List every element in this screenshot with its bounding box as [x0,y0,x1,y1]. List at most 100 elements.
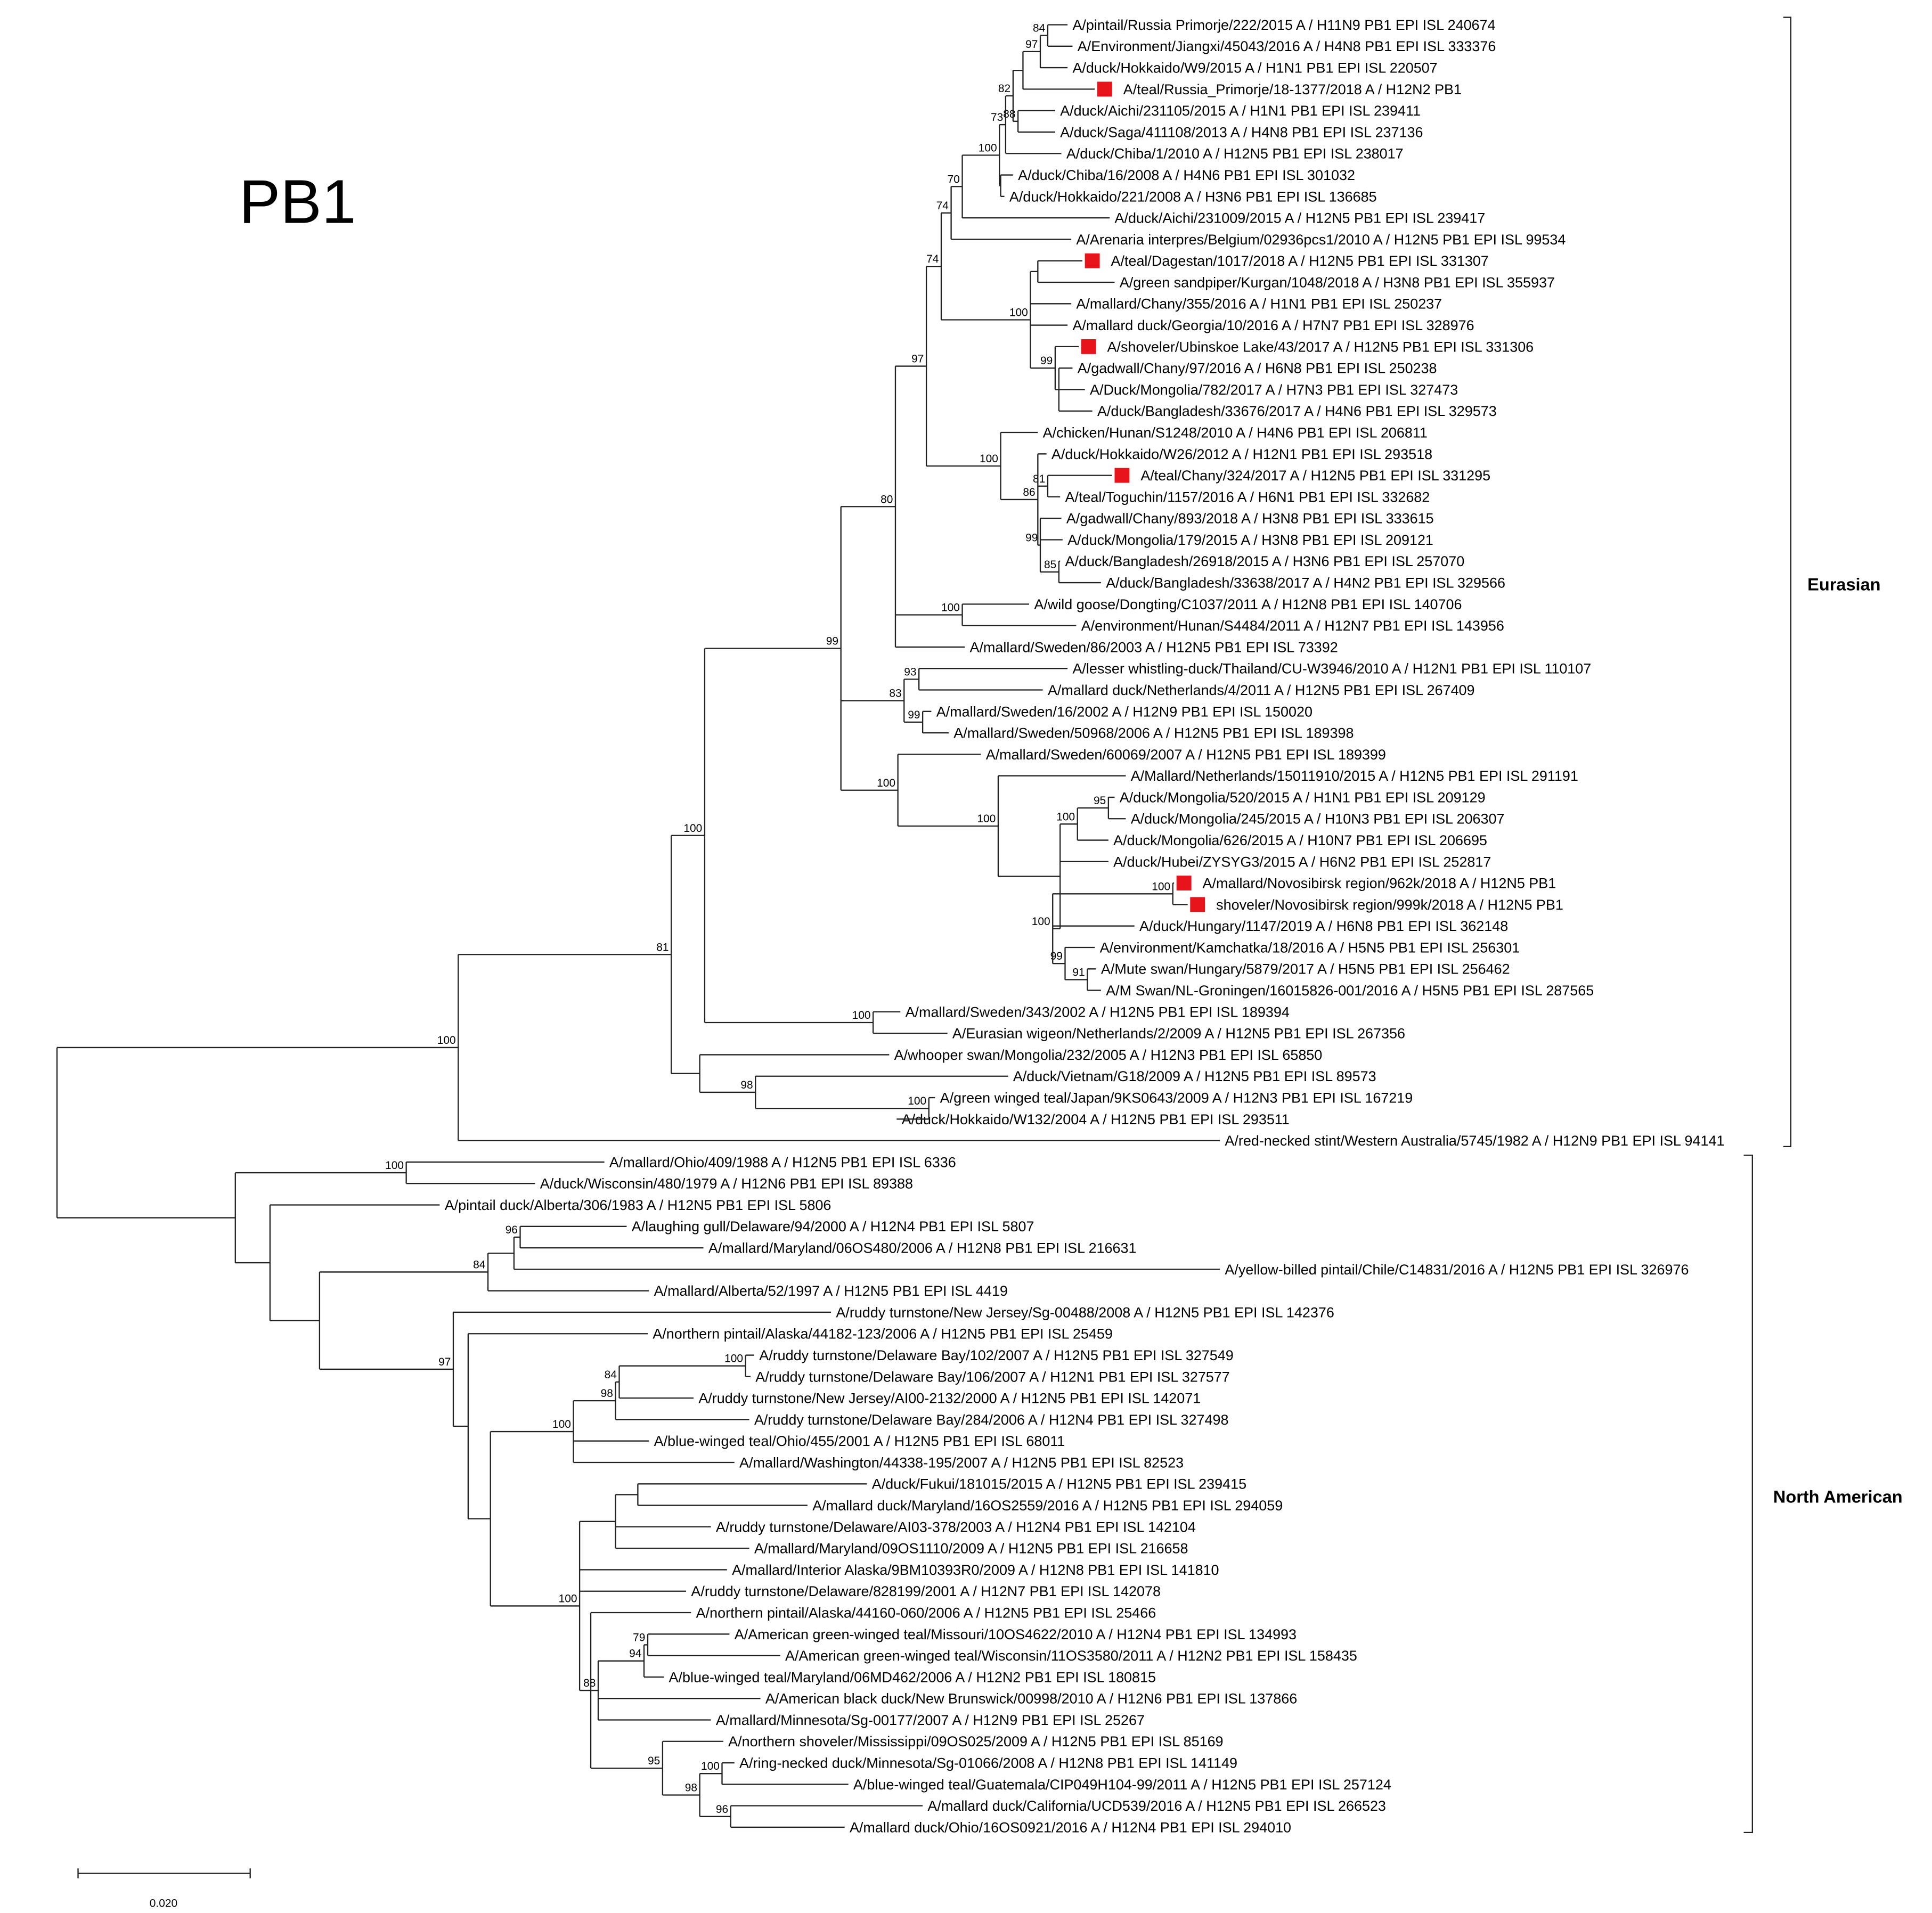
highlight-marker [1190,897,1205,912]
support-value: 84 [473,1258,486,1271]
support-value: 100 [977,813,996,825]
taxon-label: A/mallard/Washington/44338-195/2007 A / … [739,1454,1184,1470]
support-value: 97 [1025,38,1038,51]
taxon-label: A/mallard/Interior Alaska/9BM10393R0/200… [732,1562,1219,1578]
taxon-label: A/mallard duck/Georgia/10/2016 A / H7N7 … [1072,317,1474,333]
taxon-label: A/duck/Wisconsin/480/1979 A / H12N6 PB1 … [540,1176,913,1192]
taxon-label: A/duck/Bangladesh/26918/2015 A / H3N6 PB… [1065,553,1464,569]
support-value: 96 [716,1803,728,1816]
support-value: 100 [552,1418,571,1430]
taxon-label: A/mallard/Sweden/16/2002 A / H12N9 PB1 E… [936,704,1313,720]
support-value: 100 [724,1353,743,1365]
taxon-label: A/Duck/Mongolia/782/2017 A / H7N3 PB1 EP… [1090,382,1458,398]
support-value: 100 [908,1095,926,1107]
support-value: 100 [979,142,997,154]
title: PB1 [239,167,356,236]
support-value: 70 [948,173,960,185]
taxon-label: A/mallard/Sweden/343/2002 A / H12N5 PB1 … [906,1004,1290,1020]
support-value: 86 [1023,486,1035,498]
support-value: 98 [601,1387,613,1400]
support-value: 94 [629,1648,642,1660]
highlight-marker [1176,876,1192,891]
support-value: 83 [889,688,901,700]
support-value: 74 [926,253,939,265]
support-value: 73 [991,111,1003,124]
taxon-label: A/duck/Bangladesh/33638/2017 A / H4N2 PB… [1106,575,1505,591]
taxon-label: A/blue-winged teal/Ohio/455/2001 A / H12… [654,1433,1065,1449]
highlight-marker [1114,468,1130,483]
taxon-label: A/Environment/Jiangxi/45043/2016 A / H4N… [1078,38,1496,54]
support-value: 84 [1033,22,1046,35]
bracket [1743,1154,1753,1834]
support-value: 82 [998,83,1010,95]
taxon-label: A/teal/Dagestan/1017/2018 A / H12N5 PB1 … [1111,253,1489,269]
scale-bar [77,1868,251,1878]
taxon-label: A/American green-winged teal/Missouri/10… [735,1626,1297,1642]
taxon-label: A/M Swan/NL-Groningen/16015826-001/2016 … [1106,983,1594,999]
taxon-label: A/ruddy turnstone/New Jersey/Sg-00488/20… [836,1304,1334,1320]
taxon-label: A/mallard/Sweden/50968/2006 A / H12N5 PB… [953,725,1354,741]
taxon-label: A/blue-winged teal/Maryland/06MD462/2006… [669,1669,1156,1685]
taxon-label: A/teal/Toguchin/1157/2016 A / H6N1 PB1 E… [1065,489,1430,505]
support-value: 95 [648,1755,660,1767]
support-value: 100 [701,1760,720,1772]
taxon-label: shoveler/Novosibirsk region/999k/2018 A … [1216,897,1563,913]
taxon-label: A/gadwall/Chany/97/2016 A / H6N8 PB1 EPI… [1078,361,1437,377]
taxon-label: A/mallard/Ohio/409/1988 A / H12N5 PB1 EP… [609,1154,956,1170]
taxon-label: A/mallard/Alberta/52/1997 A / H12N5 PB1 … [654,1283,1008,1299]
taxon-label: A/duck/Hungary/1147/2019 A / H6N8 PB1 EP… [1139,918,1508,934]
support-value: 81 [656,941,669,953]
support-value: 79 [633,1631,645,1644]
support-value: 100 [1009,307,1028,319]
support-value: 100 [852,1009,871,1021]
taxon-label: A/chicken/Hunan/S1248/2010 A / H4N6 PB1 … [1043,424,1428,440]
taxon-label: A/ruddy turnstone/Delaware Bay/284/2006 … [754,1412,1229,1428]
taxon-label: A/whooper swan/Mongolia/232/2005 A / H12… [894,1047,1323,1063]
taxon-label: A/duck/Chiba/16/2008 A / H4N6 PB1 EPI IS… [1018,167,1355,183]
support-value: 100 [559,1592,577,1605]
taxon-label: A/Eurasian wigeon/Netherlands/2/2009 A /… [952,1026,1405,1042]
support-value: 99 [908,709,920,721]
taxon-label: A/duck/Bangladesh/33676/2017 A / H4N6 PB… [1097,403,1497,419]
support-value: 100 [437,1034,456,1047]
taxon-label: A/pintail/Russia Primorje/222/2015 A / H… [1072,17,1495,33]
support-value: 84 [605,1369,617,1381]
support-value: 99 [1040,355,1053,367]
taxon-label: A/ruddy turnstone/Delaware Bay/106/2007 … [755,1369,1230,1385]
taxon-label: A/green sandpiper/Kurgan/1048/2018 A / H… [1120,274,1555,290]
taxon-label: A/duck/Mongolia/245/2015 A / H10N3 PB1 E… [1131,811,1505,827]
taxon-label: A/shoveler/Ubinskoe Lake/43/2017 A / H12… [1107,339,1534,355]
taxon-label: A/environment/Kamchatka/18/2016 A / H5N5… [1100,939,1520,955]
support-value: 100 [1032,915,1050,928]
taxon-label: A/wild goose/Dongting/C1037/2011 A / H12… [1034,596,1462,612]
taxon-label: A/mallard/Chany/355/2016 A / H1N1 PB1 EP… [1076,296,1442,312]
taxon-label: A/duck/Hokkaido/W132/2004 A / H12N5 PB1 … [902,1111,1290,1127]
support-value: 100 [877,777,895,789]
highlight-marker [1081,339,1096,354]
support-value: 85 [1044,559,1056,571]
support-value: 100 [385,1159,404,1172]
support-value: 93 [904,666,916,678]
taxon-label: A/duck/Hokkaido/221/2008 A / H3N6 PB1 EP… [1009,189,1377,205]
taxon-label: A/American black duck/New Brunswick/0099… [765,1691,1297,1707]
taxon-label: A/mallard/Sweden/86/2003 A / H12N5 PB1 E… [969,639,1338,655]
support-value: 100 [941,602,960,614]
taxon-label: A/duck/Aichi/231009/2015 A / H12N5 PB1 E… [1114,210,1485,226]
taxon-label: A/mallard/Novosibirsk region/962k/2018 A… [1203,876,1556,892]
taxon-label: A/pintail duck/Alberta/306/1983 A / H12N… [445,1197,832,1213]
taxon-label: A/Mallard/Netherlands/15011910/2015 A / … [1131,768,1578,784]
taxon-label: A/duck/Hokkaido/W9/2015 A / H1N1 PB1 EPI… [1072,60,1437,76]
taxon-label: A/duck/Chiba/1/2010 A / H12N5 PB1 EPI IS… [1066,146,1404,162]
taxon-label: A/duck/Saga/411108/2013 A / H4N8 PB1 EPI… [1060,124,1423,140]
taxon-label: A/northern shoveler/Mississippi/09OS025/… [728,1734,1223,1750]
support-value: 97 [911,353,924,365]
scale-bar-label: 0.020 [150,1897,177,1909]
taxon-label: A/duck/Aichi/231105/2015 A / H1N1 PB1 EP… [1060,103,1421,119]
support-value: 88 [583,1677,596,1689]
taxon-label: A/mallard/Sweden/60069/2007 A / H12N5 PB… [986,747,1386,763]
taxon-label: A/red-necked stint/Western Australia/574… [1225,1133,1724,1149]
taxon-label: A/lesser whistling-duck/Thailand/CU-W394… [1072,661,1591,677]
taxon-label: A/duck/Mongolia/179/2015 A / H3N8 PB1 EP… [1067,532,1433,548]
taxon-label: A/laughing gull/Delaware/94/2000 A / H12… [632,1219,1034,1235]
taxon-label: A/ruddy turnstone/Delaware/AI03-378/2003… [716,1519,1196,1535]
